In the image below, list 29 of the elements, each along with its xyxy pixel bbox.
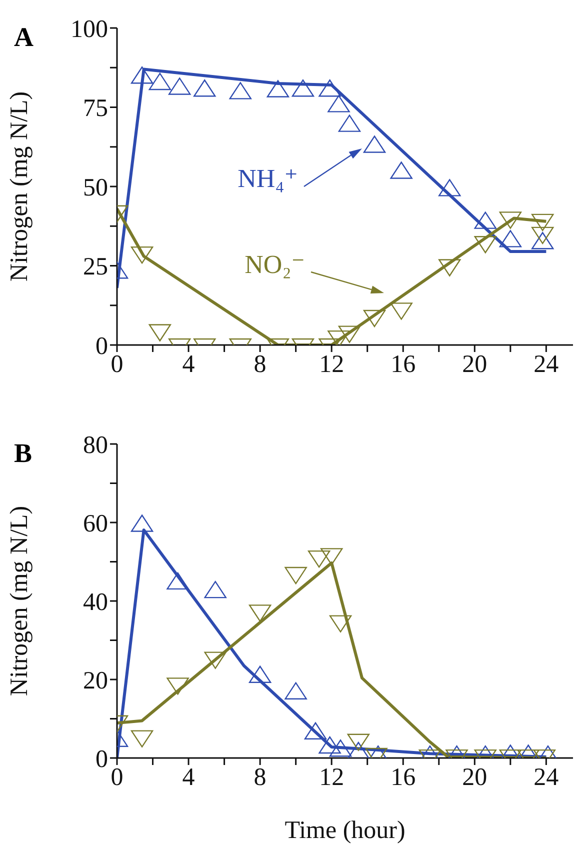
x-tick-label: 24 <box>534 350 560 378</box>
x-tick-label: 20 <box>462 764 488 791</box>
x-tick-label: 8 <box>254 764 266 791</box>
y-tick-label: 40 <box>83 588 108 616</box>
annotation: NO₂⁻ <box>244 250 305 280</box>
x-tick-label: 4 <box>182 350 196 378</box>
x-tick-label: 20 <box>462 350 488 378</box>
y-tick-label: 80 <box>83 432 108 459</box>
x-tick-label: 8 <box>254 350 266 378</box>
x-axis-title: Time (hour) <box>284 817 406 844</box>
y-axis-title: Nitrogen (mg N/L) <box>6 506 33 696</box>
y-tick-label: 20 <box>83 667 108 694</box>
x-tick-label: 16 <box>390 764 416 791</box>
x-tick-label: 24 <box>534 764 560 791</box>
chart-title: B <box>14 438 32 469</box>
chart-title: A <box>14 22 34 53</box>
x-tick-label: 12 <box>319 350 344 378</box>
y-axis-title: Nitrogen (mg N/L) <box>6 91 33 282</box>
y-tick-label: 25 <box>83 254 108 281</box>
y-tick-label: 60 <box>83 510 108 538</box>
y-tick-label: 0 <box>96 746 108 773</box>
annotation: NH₄⁺ <box>238 164 298 194</box>
x-tick-label: 12 <box>319 764 344 791</box>
x-tick-label: 4 <box>182 764 196 791</box>
y-tick-label: 100 <box>70 16 108 43</box>
y-tick-label: 50 <box>83 174 108 202</box>
x-tick-label: 16 <box>390 350 416 378</box>
y-tick-label: 0 <box>96 332 108 360</box>
y-tick-label: 75 <box>83 95 108 122</box>
